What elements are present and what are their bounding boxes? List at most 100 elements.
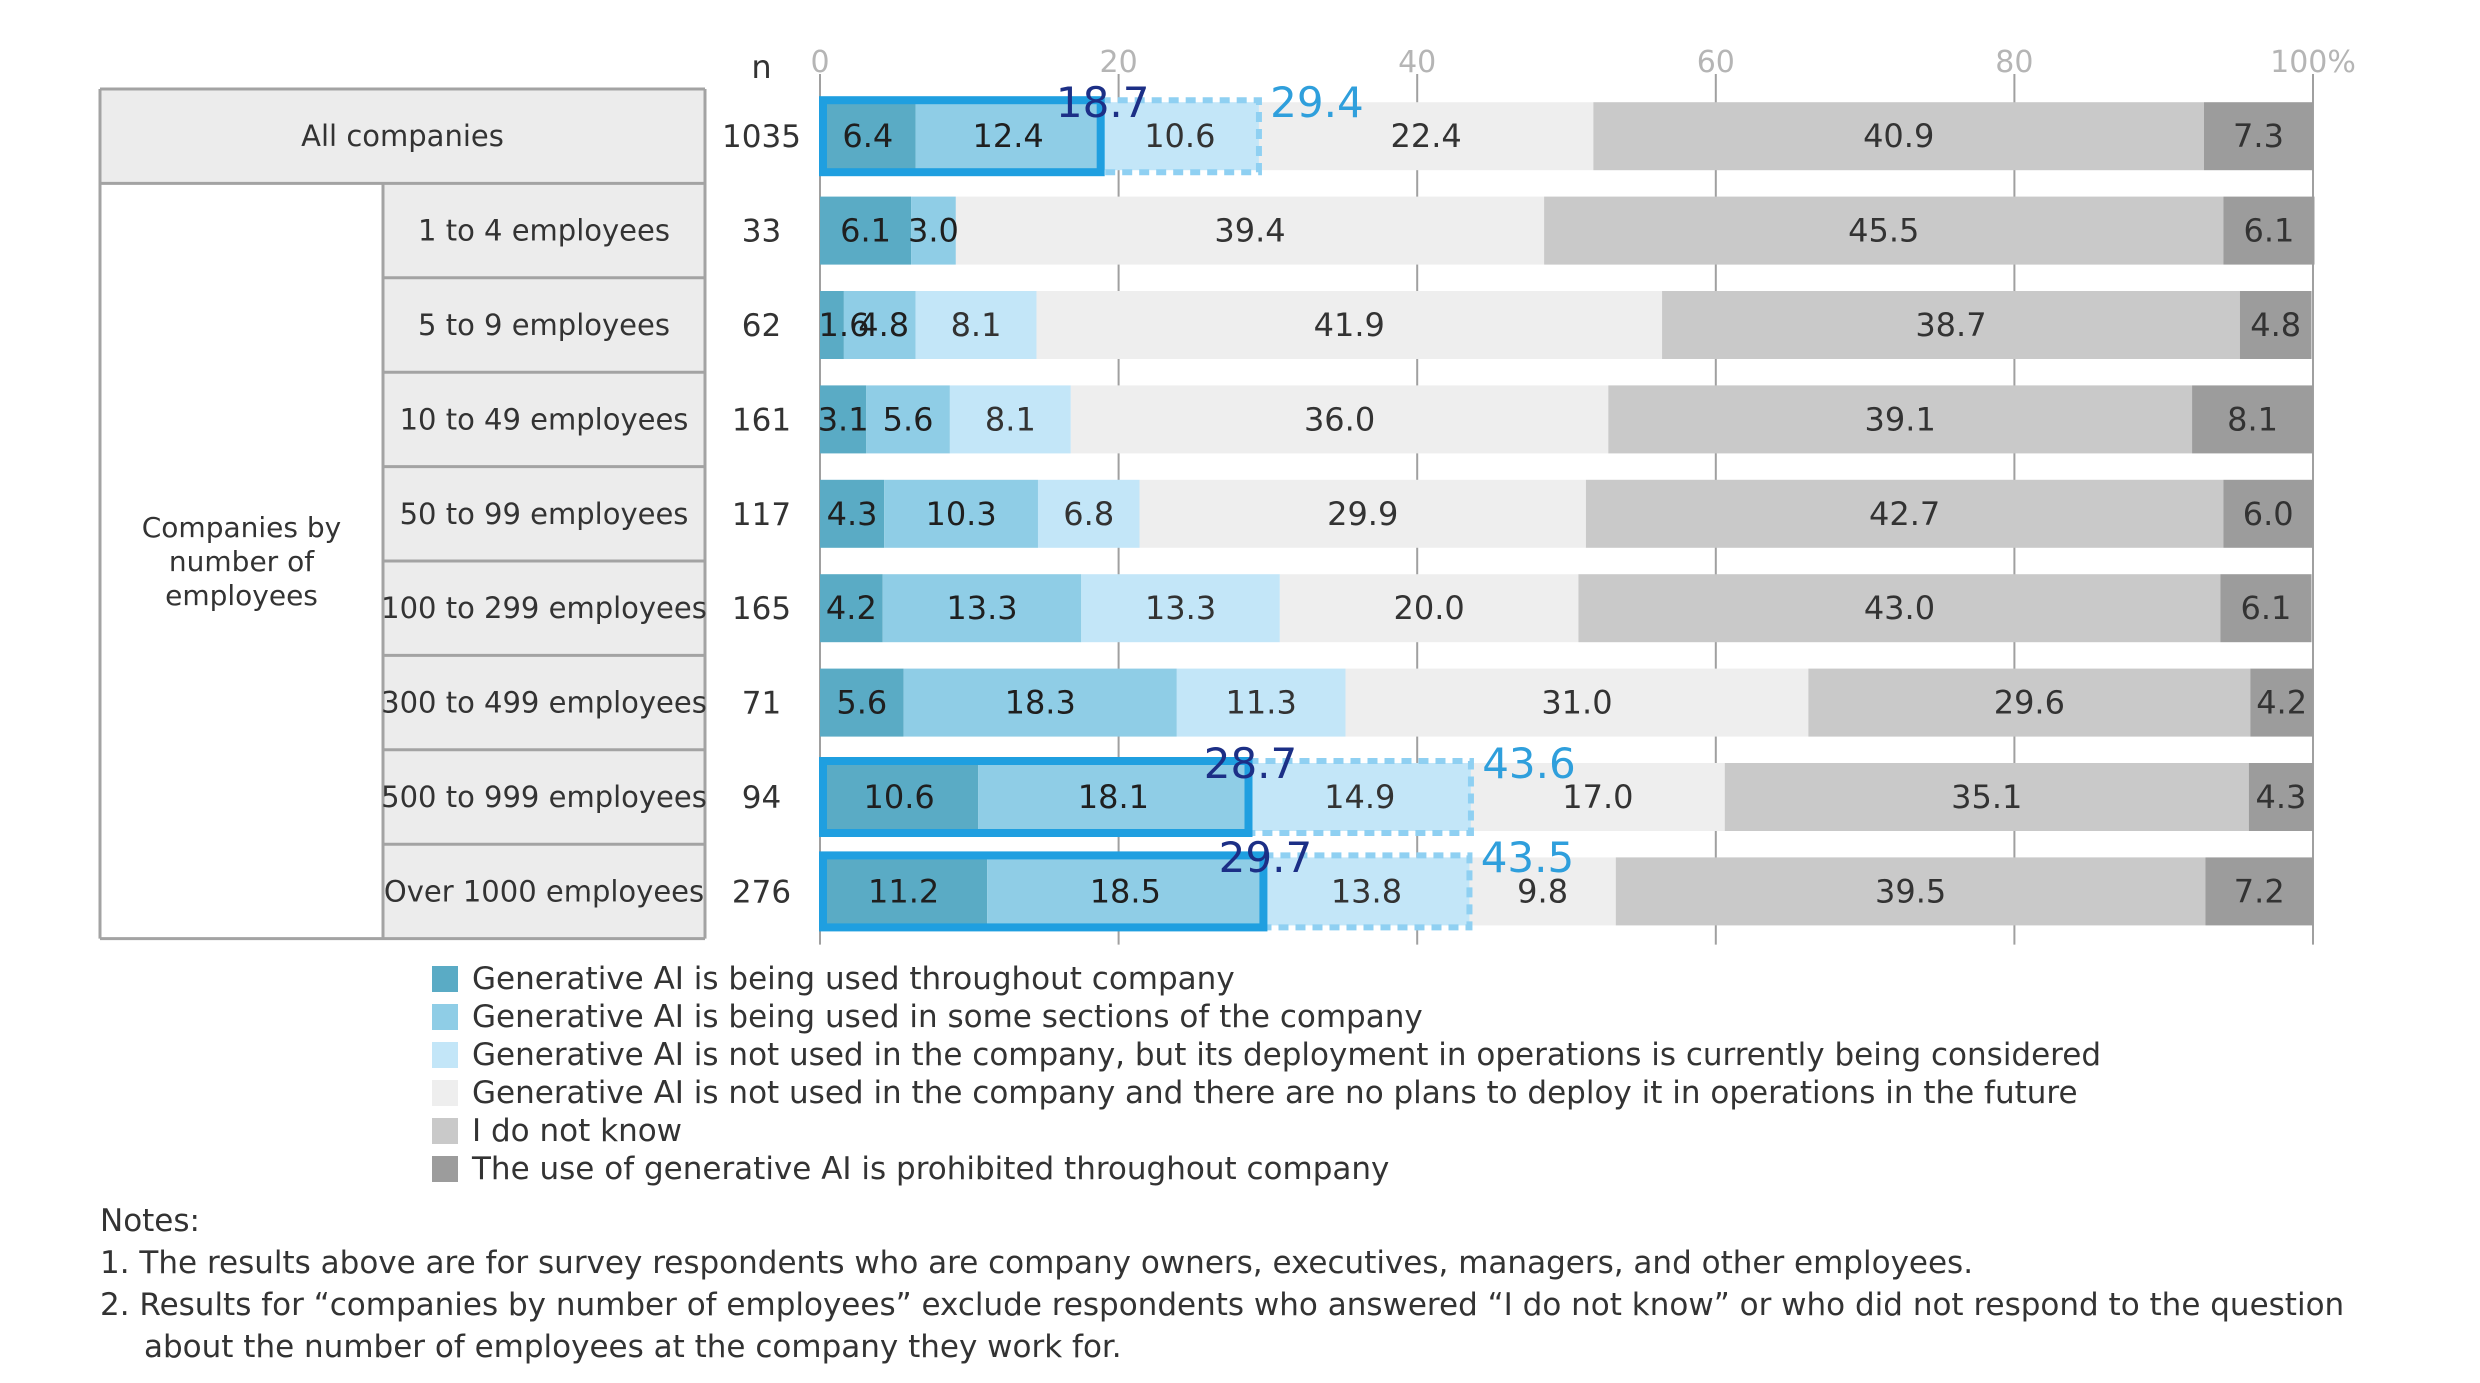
highlight-considered-total-label: 43.5 [1481,833,1575,882]
bar-value-label: 4.8 [2250,306,2301,344]
row-n-value: 117 [732,497,791,533]
row-label-cell-bg [383,277,705,373]
bar-segment [820,102,916,171]
bar-segment [1615,857,2206,926]
row-n-value: 1035 [722,119,801,155]
bar-value-label: 7.2 [2234,872,2285,910]
bar-segment [2205,857,2313,926]
bar-value-label: 22.4 [1391,117,1462,155]
bar-value-label: 4.3 [2255,778,2306,816]
note-2-line-1: 2. Results for “companies by number of e… [100,1287,2345,1323]
bar-value-label: 13.3 [946,589,1017,627]
bar-segment [1608,385,2193,454]
row-label: 5 to 9 employees [418,308,670,342]
bar-segment [1662,291,2240,359]
highlight-considered-total-label: 29.4 [1270,78,1364,127]
bar-value-label: 3.1 [818,400,869,438]
bar-value-label: 6.8 [1063,495,1114,533]
bar-value-label: 9.8 [1517,872,1568,910]
bar-value-label: 29.9 [1327,495,1398,533]
bar-value-label: 12.4 [972,117,1043,155]
row-n-value: 165 [732,591,791,627]
bar-segment [1593,102,2205,171]
legend-label: The use of generative AI is prohibited t… [472,1151,1390,1187]
bar-segment [2239,291,2312,359]
legend-item: Generative AI is being used in some sect… [432,998,2101,1036]
bar-segment [949,385,1071,454]
bar-value-label: 39.1 [1865,400,1936,438]
bar-segment [2220,574,2312,643]
bar-segment [820,479,885,548]
bar-value-label: 29.6 [1994,684,2065,722]
highlight-used-box [819,96,1105,177]
bar-value-label: 13.3 [1145,589,1216,627]
row-label: 50 to 99 employees [400,497,689,531]
bar-segment [1100,102,1259,171]
bar-segment [1585,479,2224,548]
bar-value-label: 6.1 [2241,589,2292,627]
highlight-used-total-label: 18.7 [1056,78,1150,127]
bar-segment [987,857,1264,926]
bar-value-label: 8.1 [2227,400,2278,438]
bar-value-label: 36.0 [1304,400,1375,438]
highlight-considered-box [1097,97,1262,176]
bar-segment [1258,102,1594,171]
row-n-value: 33 [742,214,781,250]
bar-value-label: 35.1 [1951,778,2022,816]
row-label-cell-bg [383,655,705,750]
legend-swatch-used-some-sections [432,1004,458,1030]
highlight-used-total-label: 29.7 [1219,833,1313,882]
bar-value-label: 10.3 [925,495,996,533]
row-n-value: 94 [742,780,781,816]
bar-value-label: 42.7 [1869,495,1940,533]
bar-value-label: 4.8 [858,306,909,344]
legend-item: The use of generative AI is prohibited t… [432,1150,2101,1188]
bar-value-label: 39.5 [1875,872,1946,910]
notes: Notes: 1. The results above are for surv… [100,1200,2400,1368]
bar-segment [820,196,912,265]
x-tick-label: 80 [1995,45,2033,80]
bar-value-label: 10.6 [1144,117,1215,155]
row-label-cell-bg [383,749,705,845]
legend-swatch-no-plans [432,1080,458,1106]
bar-segment [2223,479,2313,548]
row-label-cell-bg [383,466,705,561]
highlight-considered-box [1260,852,1473,931]
bar-segment [955,196,1545,265]
bar-segment [820,385,867,454]
bar-segment [1279,574,1579,643]
bar-segment [820,291,844,359]
bar-segment [903,668,1177,737]
row-label: Over 1000 employees [384,874,704,908]
bar-segment [1808,668,2251,737]
bar-value-label: 39.4 [1214,212,1285,250]
bar-value-label: 5.6 [883,400,934,438]
bar-segment [911,196,956,265]
bar-value-label: 40.9 [1863,117,1934,155]
bar-value-label: 4.2 [826,589,877,627]
bar-value-label: 13.8 [1331,872,1402,910]
bar-value-label: 18.1 [1078,778,1149,816]
row-label: 100 to 299 employees [381,591,707,625]
bar-segment [1263,857,1470,926]
bar-value-label: 6.4 [842,117,893,155]
bar-value-label: 6.1 [840,212,891,250]
highlight-used-box [819,851,1268,932]
note-2-line-2: about the number of employees at the com… [144,1329,1122,1365]
legend-swatch-used-throughout [432,966,458,992]
bar-segment [915,102,1101,171]
row-label: 500 to 999 employees [381,780,707,814]
x-tick-label: 20 [1100,45,1138,80]
bar-segment [1544,196,2224,265]
row-n-value: 71 [742,686,781,722]
note-1: 1. The results above are for survey resp… [100,1245,1974,1281]
bar-value-label: 20.0 [1394,589,1465,627]
bar-segment [1248,763,1471,831]
bar-value-label: 18.3 [1005,684,1076,722]
bar-segment [1469,857,1616,926]
bar-value-label: 4.2 [2256,684,2307,722]
legend-item: Generative AI is being used throughout c… [432,960,2101,998]
bar-segment [1470,763,1725,831]
bar-segment [882,574,1082,643]
bar-value-label: 3.0 [908,212,959,250]
